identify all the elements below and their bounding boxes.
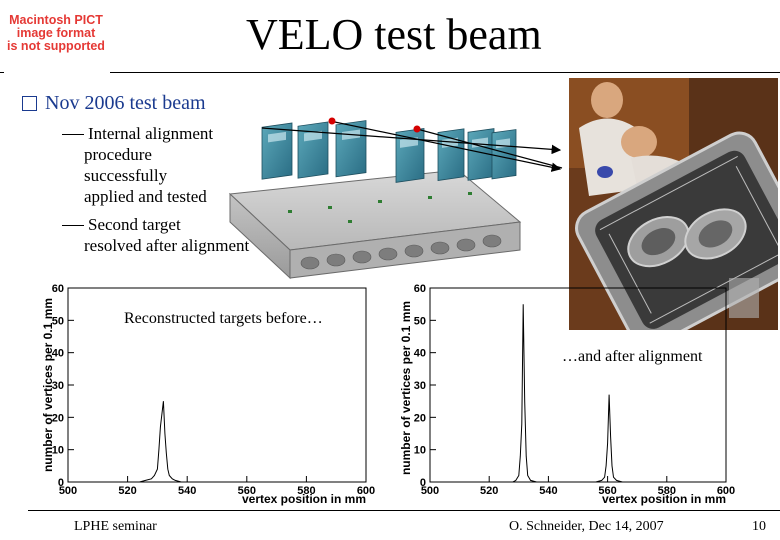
sub-item-1: Internal alignment procedure successfull…	[62, 123, 213, 207]
y-axis-label: number of vertices per 0.1 mm	[399, 301, 413, 475]
y-tick-label: 40	[52, 348, 64, 360]
sub-item-1-line-4: applied and tested	[84, 187, 207, 206]
y-tick-label: 20	[414, 412, 426, 424]
y-tick-label: 20	[52, 412, 64, 424]
y-tick-label: 50	[52, 315, 64, 327]
y-tick-label: 50	[414, 315, 426, 327]
y-tick-label: 10	[414, 445, 426, 457]
pict-line-2: image format	[16, 26, 96, 40]
dash-bullet-icon	[62, 224, 84, 226]
plot-frame	[429, 287, 727, 483]
velo-module-illustration	[228, 120, 522, 280]
x-tick-label: 500	[59, 485, 77, 497]
y-axis-label: number of vertices per 0.1 mm	[41, 298, 55, 472]
target-marker-2	[413, 125, 421, 133]
x-tick-label: 540	[178, 485, 196, 497]
x-tick-label: 520	[480, 485, 498, 497]
pict-line-3: is not supported	[7, 39, 105, 53]
y-tick-label: 60	[414, 283, 426, 295]
left-tick-mark	[0, 72, 4, 73]
sub-item-1-line-1: Internal alignment	[88, 124, 214, 143]
sub-item-1-line-3: successfully	[84, 166, 168, 185]
x-tick-label: 560	[238, 485, 256, 497]
y-tick-label: 40	[414, 348, 426, 360]
sub-item-2-line-2: resolved after alignment	[84, 236, 250, 255]
x-tick-label: 600	[357, 485, 375, 497]
x-tick-label: 600	[717, 485, 735, 497]
footer-rule	[28, 510, 780, 511]
x-tick-label: 560	[598, 485, 616, 497]
title-underline	[110, 72, 780, 73]
data-series-line	[430, 304, 726, 483]
footer-author-date: O. Schneider, Dec 14, 2007	[509, 519, 664, 534]
footer-event: LPHE seminar	[74, 519, 157, 534]
histogram-after-alignment: 0 10 20 30 40 50 60 500 520 540 560 580 600 number o…	[399, 283, 735, 506]
slide-title: VELO test beam	[246, 10, 542, 59]
dash-bullet-icon	[62, 133, 84, 135]
sub-item-2: Second target resolved after alignment	[62, 214, 249, 256]
target-marker-1	[328, 117, 336, 125]
y-tick-label: 30	[414, 380, 426, 392]
histogram-before-alignment: 0 10 20 30 40 50 60 500 520 540 560 580 600 number o…	[41, 283, 375, 506]
x-axis-label: vertex position in mm	[602, 492, 726, 506]
checkbox-bullet-icon	[22, 95, 37, 111]
y-tick-label: 10	[52, 445, 64, 457]
x-tick-label: 580	[297, 485, 315, 497]
x-tick-label: 540	[539, 485, 557, 497]
bullet-heading-row: Nov 2006 test beam	[22, 92, 206, 116]
pict-line-1: Macintosh PICT	[9, 13, 103, 27]
bullet-heading: Nov 2006 test beam	[45, 92, 206, 114]
y-tick-label: 0	[58, 477, 64, 489]
sub-item-2-line-1: Second target	[88, 215, 181, 234]
x-axis-label: vertex position in mm	[242, 492, 366, 506]
caption-after: …and after alignment	[562, 348, 703, 366]
y-tick-label: 30	[52, 380, 64, 392]
caption-before: Reconstructed targets before…	[124, 310, 323, 328]
data-series-line	[68, 401, 366, 483]
sub-item-1-line-2: procedure	[84, 145, 152, 164]
y-tick-label: 60	[52, 283, 64, 295]
y-tick-label: 0	[420, 477, 426, 489]
x-tick-label: 500	[421, 485, 439, 497]
unsupported-image-notice: Macintosh PICT image format is not suppo…	[0, 14, 112, 60]
x-tick-label: 520	[118, 485, 136, 497]
x-tick-label: 580	[658, 485, 676, 497]
page-number: 10	[752, 519, 766, 534]
